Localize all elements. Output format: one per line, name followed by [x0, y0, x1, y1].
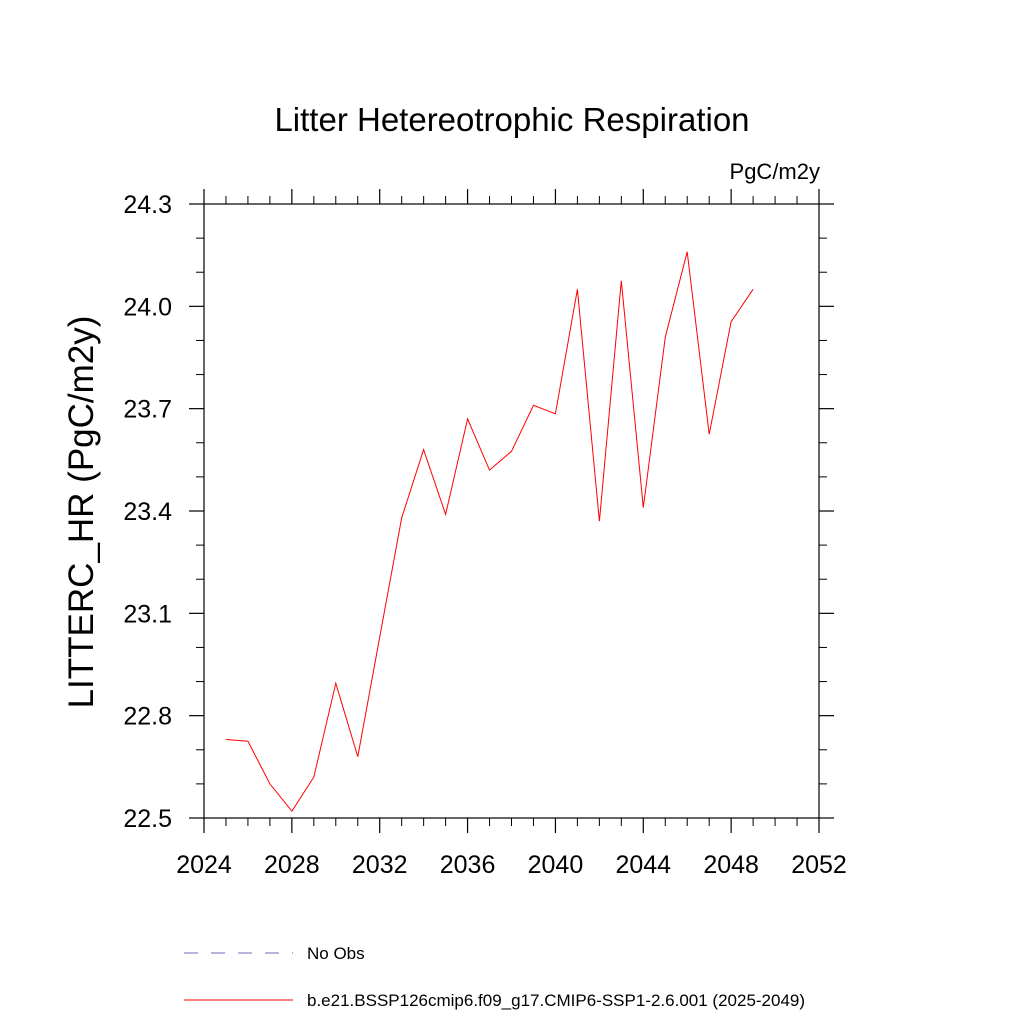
x-tick-label: 2036 — [440, 851, 496, 879]
y-tick-label: 22.8 — [123, 703, 172, 731]
y-tick-label: 23.1 — [123, 600, 172, 628]
axes-layer: 2024 2028 2032 2036 2040 2044 2048 2052 22.5 22.8… — [123, 189, 847, 879]
x-tick-label: 2032 — [352, 851, 408, 879]
x-tick-label: 2040 — [528, 851, 584, 879]
legend-label: No Obs — [307, 944, 365, 963]
y-tick-label: 23.4 — [123, 498, 172, 526]
units-label: PgC/m2y — [730, 159, 820, 184]
series-layer — [225, 251, 754, 813]
y-tick-label: 22.5 — [123, 805, 172, 833]
x-tick-label: 2028 — [264, 851, 320, 879]
y-tick-label: 24.0 — [123, 293, 172, 321]
y-axis-label: LITTERC_HR (PgC/m2y) — [62, 316, 101, 709]
x-tick-label: 2052 — [791, 851, 847, 879]
legend: No Obs b.e21.BSSP126cmip6.f09_g17.CMIP6-S… — [184, 944, 805, 1010]
plot-frame — [203, 203, 820, 819]
x-tick-label: 2048 — [703, 851, 759, 879]
series-line — [225, 251, 754, 813]
y-tick-label: 24.3 — [123, 191, 172, 219]
x-tick-label: 2044 — [615, 851, 671, 879]
legend-label: b.e21.BSSP126cmip6.f09_g17.CMIP6-SSP1-2.… — [307, 991, 805, 1010]
y-tick-label: 23.7 — [123, 396, 172, 424]
x-tick-label: 2024 — [176, 851, 232, 879]
chart-title: Litter Hetereotrophic Respiration — [274, 101, 749, 138]
